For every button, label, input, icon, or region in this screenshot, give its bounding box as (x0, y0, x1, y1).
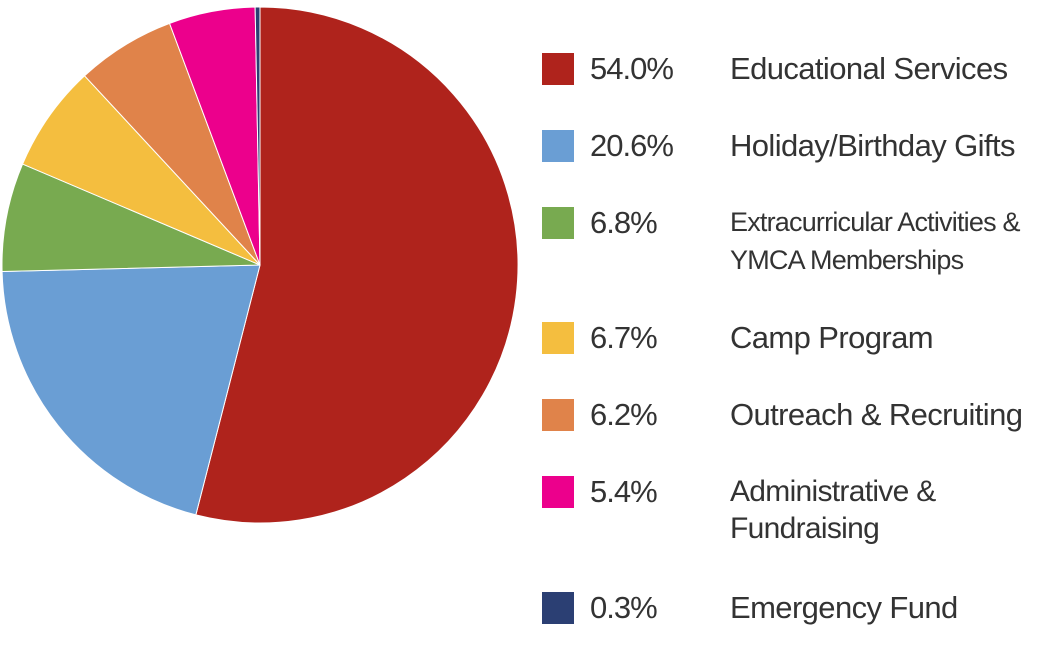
pie-slice-educational-services (195, 6, 519, 524)
legend-swatch (542, 476, 574, 508)
legend-label: Outreach & Recruiting (730, 397, 1023, 432)
legend-percentage: 6.7% (590, 320, 658, 355)
pie-slice-holiday-birthday-gifts (1, 264, 261, 516)
legend-percentage: 5.4% (590, 474, 658, 509)
legend-swatch (542, 130, 574, 162)
legend-label-line-2: YMCA Memberships (730, 245, 964, 275)
legend-swatch (542, 207, 574, 239)
legend-label: Emergency Fund (730, 590, 958, 625)
legend-percentage: 6.2% (590, 397, 658, 432)
legend-percentage: 6.8% (590, 205, 658, 240)
legend-swatch (542, 53, 574, 85)
legend-label-line-1: Administrative & (730, 475, 936, 508)
legend-swatch (542, 592, 574, 624)
legend-label-line-1: Extracurricular Activities & (730, 207, 1020, 237)
legend-label: Educational Services (730, 51, 1008, 86)
legend-percentage: 20.6% (590, 128, 674, 163)
legend-percentage: 0.3% (590, 590, 658, 625)
legend-swatch (542, 322, 574, 354)
pie-slice-extracurricular-activities-ymca-memberships (1, 163, 261, 272)
pie-slice-camp-program (21, 75, 261, 266)
legend-swatch (542, 399, 574, 431)
legend-label-line-2: Fundraising (730, 512, 880, 545)
legend-label: Holiday/Birthday Gifts (730, 128, 1015, 163)
legend-label: Camp Program (730, 320, 934, 355)
pie-slice-emergency-fund (254, 6, 261, 266)
legend-percentage: 54.0% (590, 51, 674, 86)
pie-chart (1, 6, 519, 524)
